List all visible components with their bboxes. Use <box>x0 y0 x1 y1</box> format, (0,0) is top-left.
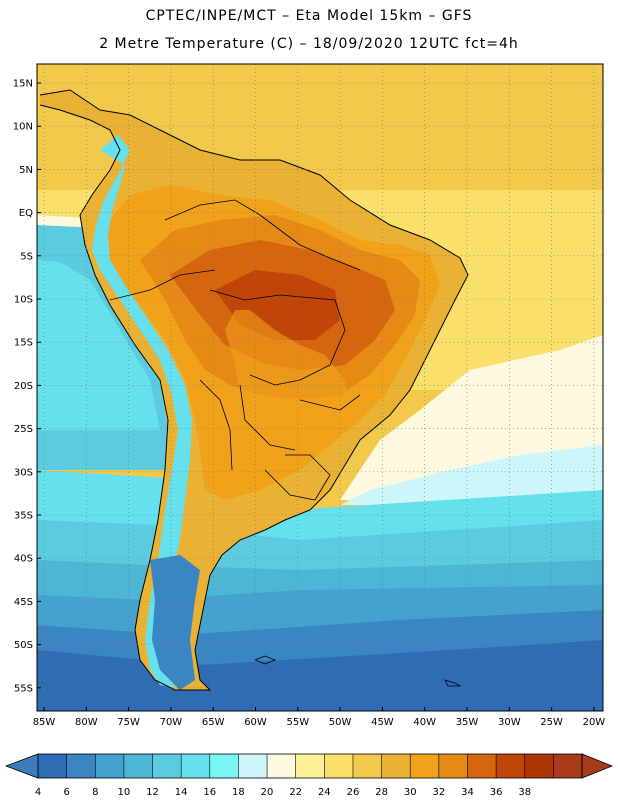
lon-tick-label: 50W <box>329 717 352 728</box>
legend-high-arrow <box>581 753 614 779</box>
lon-tick-label: 35W <box>456 717 479 728</box>
patagonia-cold <box>150 555 200 690</box>
legend-frame <box>37 753 583 779</box>
lon-tick-label: 45W <box>371 717 394 728</box>
legend-swatch <box>295 754 325 778</box>
legend-value-label: 24 <box>318 787 331 798</box>
land-warm-overlay <box>225 310 350 440</box>
pacific-mid-band <box>37 260 160 430</box>
map-title: CPTEC/INPE/MCT – Eta Model 15km – GFS <box>145 8 473 24</box>
legend-labels: 4 6 8 10 12 14 16 18 20 22 24 26 28 30 32 34 36 38 <box>35 787 531 798</box>
lat-tick-label: 15S <box>14 338 33 349</box>
lat-tick-label: 50S <box>14 640 33 651</box>
longitude-axis: 85W 80W 75W 70W 65W 60W 55W 50W 45W 40W 35W 30W 25W 2… <box>33 707 606 728</box>
lon-tick-label: 65W <box>202 717 225 728</box>
lat-tick-label: 25S <box>14 424 33 435</box>
legend-swatch <box>267 754 297 778</box>
legend-value-label: 32 <box>432 787 445 798</box>
legend-swatch <box>123 754 154 778</box>
legend-swatch <box>324 754 354 778</box>
latitude-axis: 15N 10N 5N EQ 5S 10S 15S 20S 25S 30S 35S 40S 45S 50S 5… <box>13 79 41 694</box>
legend-swatch <box>152 754 182 778</box>
lon-tick-label: 20W <box>583 717 606 728</box>
coastline <box>39 89 469 691</box>
lat-tick-label: 45S <box>14 597 33 608</box>
andes-cold-ridge <box>92 135 192 688</box>
legend-swatch <box>496 754 526 778</box>
legend-value-label: 10 <box>118 787 131 798</box>
legend-swatch <box>524 754 554 778</box>
legend-swatch <box>181 754 211 778</box>
legend-swatch <box>95 754 125 778</box>
legend-low-arrow <box>4 753 39 779</box>
lat-tick-label: 55S <box>14 683 33 694</box>
lat-tick-label: 10N <box>13 122 33 133</box>
lat-tick-label: 35S <box>14 511 33 522</box>
legend-swatch <box>467 754 497 778</box>
lat-tick-label: 15N <box>13 79 33 90</box>
country-borders <box>109 199 361 501</box>
lon-tick-label: 80W <box>75 717 98 728</box>
lon-tick-label: 85W <box>33 717 56 728</box>
legend-swatch <box>553 754 583 778</box>
legend-swatch <box>438 754 468 778</box>
lon-tick-label: 75W <box>117 717 140 728</box>
legend-value-label: 16 <box>203 787 216 798</box>
lon-tick-label: 60W <box>244 717 267 728</box>
map-subtitle: 2 Metre Temperature (C) – 18/09/2020 12U… <box>99 36 519 52</box>
legend-value-label: 36 <box>490 787 503 798</box>
atlantic-lightblue-band <box>340 445 603 505</box>
lat-tick-label: 30S <box>14 467 33 478</box>
legend-value-label: 8 <box>92 787 98 798</box>
legend-value-label: 26 <box>347 787 360 798</box>
legend-value-label: 12 <box>146 787 159 798</box>
legend-value-label: 14 <box>175 787 188 798</box>
legend-swatch <box>381 754 411 778</box>
lon-tick-label: 30W <box>498 717 521 728</box>
lat-tick-label: 20S <box>14 381 33 392</box>
south-ocean-band-6 <box>37 640 603 711</box>
legend-value-label: 4 <box>35 787 41 798</box>
legend-value-label: 20 <box>261 787 274 798</box>
islands <box>253 655 462 687</box>
legend-value-label: 6 <box>63 787 69 798</box>
legend-swatch <box>209 754 239 778</box>
color-legend <box>4 753 614 779</box>
map-field <box>37 64 603 711</box>
legend-value-label: 38 <box>518 787 531 798</box>
legend-swatch <box>238 754 268 778</box>
legend-swatch <box>38 754 68 778</box>
legend-swatch <box>66 754 96 778</box>
lon-tick-label: 40W <box>413 717 436 728</box>
lat-tick-label: 5N <box>19 165 33 176</box>
lon-tick-label: 70W <box>160 717 183 728</box>
legend-swatch <box>410 754 440 778</box>
map-frame <box>36 63 604 712</box>
legend-value-label: 18 <box>232 787 245 798</box>
lat-tick-label: 5S <box>20 251 33 262</box>
legend-swatch <box>352 754 383 778</box>
lat-tick-label: 10S <box>14 295 33 306</box>
legend-value-label: 34 <box>461 787 474 798</box>
lat-tick-label: 40S <box>14 554 33 565</box>
legend-value-label: 22 <box>289 787 302 798</box>
legend-value-label: 28 <box>375 787 388 798</box>
lon-tick-label: 25W <box>540 717 563 728</box>
lon-tick-label: 55W <box>286 717 309 728</box>
legend-value-label: 30 <box>404 787 417 798</box>
lat-tick-label: EQ <box>19 208 33 219</box>
